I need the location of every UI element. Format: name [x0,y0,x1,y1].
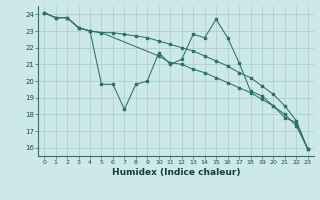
X-axis label: Humidex (Indice chaleur): Humidex (Indice chaleur) [112,168,240,177]
